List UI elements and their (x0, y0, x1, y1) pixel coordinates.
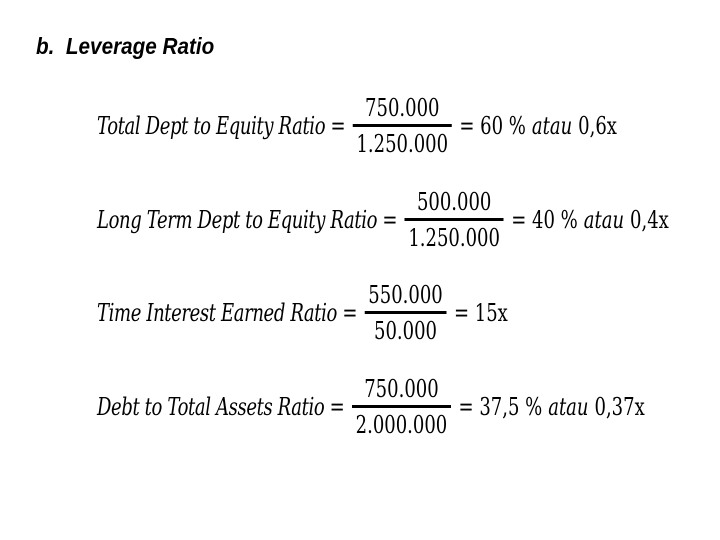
fraction: 750.000 2.000.000 (351, 374, 452, 440)
fraction-numerator: 750.000 (365, 94, 440, 122)
result-value: = 60 % (459, 112, 526, 140)
result-conjunction: atau (583, 206, 625, 234)
formula-label: Time Interest Earned Ratio = (97, 299, 358, 327)
formula-label: Debt to Total Assets Ratio = (97, 393, 345, 421)
formula-time-interest-earned: Time Interest Earned Ratio = 550.000 50.… (97, 280, 520, 346)
result-conjunction: atau (531, 112, 573, 140)
formula-result: = 15x (454, 299, 520, 327)
fraction-bar (351, 405, 452, 408)
formula-total-debt-to-equity: Total Dept to Equity Ratio = 750.000 1.2… (97, 93, 617, 159)
fraction: 750.000 1.250.000 (352, 93, 452, 159)
formula-label: Long Term Dept to Equity Ratio = (97, 206, 398, 234)
formula-long-term-debt-to-equity: Long Term Dept to Equity Ratio = 500.000… (97, 187, 669, 253)
fraction-denominator: 50.000 (374, 317, 437, 345)
fraction-bar (364, 311, 447, 314)
fraction-denominator: 1.250.000 (356, 130, 449, 158)
fraction-numerator: 500.000 (416, 188, 492, 216)
formula-debt-to-total-assets: Debt to Total Assets Ratio = 750.000 2.0… (97, 374, 645, 440)
result-value: = 15x (453, 299, 508, 327)
result-value: = 37,5 % (458, 393, 543, 421)
slide-title: b. Leverage Ratio (36, 33, 215, 59)
formula-label: Total Dept to Equity Ratio = (97, 112, 346, 140)
formula-result: = 60 % atau 0,6x (459, 112, 617, 140)
result-alternate: 0,4x (630, 206, 669, 234)
fraction-bar (352, 124, 452, 127)
result-conjunction: atau (548, 393, 589, 421)
formula-result: = 37,5 % atau 0,37x (459, 393, 645, 421)
fraction: 500.000 1.250.000 (404, 187, 504, 253)
fraction-denominator: 1.250.000 (408, 224, 500, 252)
result-value: = 40 % (511, 206, 578, 234)
fraction-denominator: 2.000.000 (355, 411, 448, 439)
fraction-numerator: 750.000 (364, 375, 439, 403)
formula-result: = 40 % atau 0,4x (511, 206, 669, 234)
fraction-bar (404, 218, 504, 221)
result-alternate: 0,37x (594, 393, 645, 421)
fraction-numerator: 550.000 (368, 281, 443, 309)
fraction: 550.000 50.000 (364, 280, 447, 346)
result-alternate: 0,6x (578, 112, 617, 140)
